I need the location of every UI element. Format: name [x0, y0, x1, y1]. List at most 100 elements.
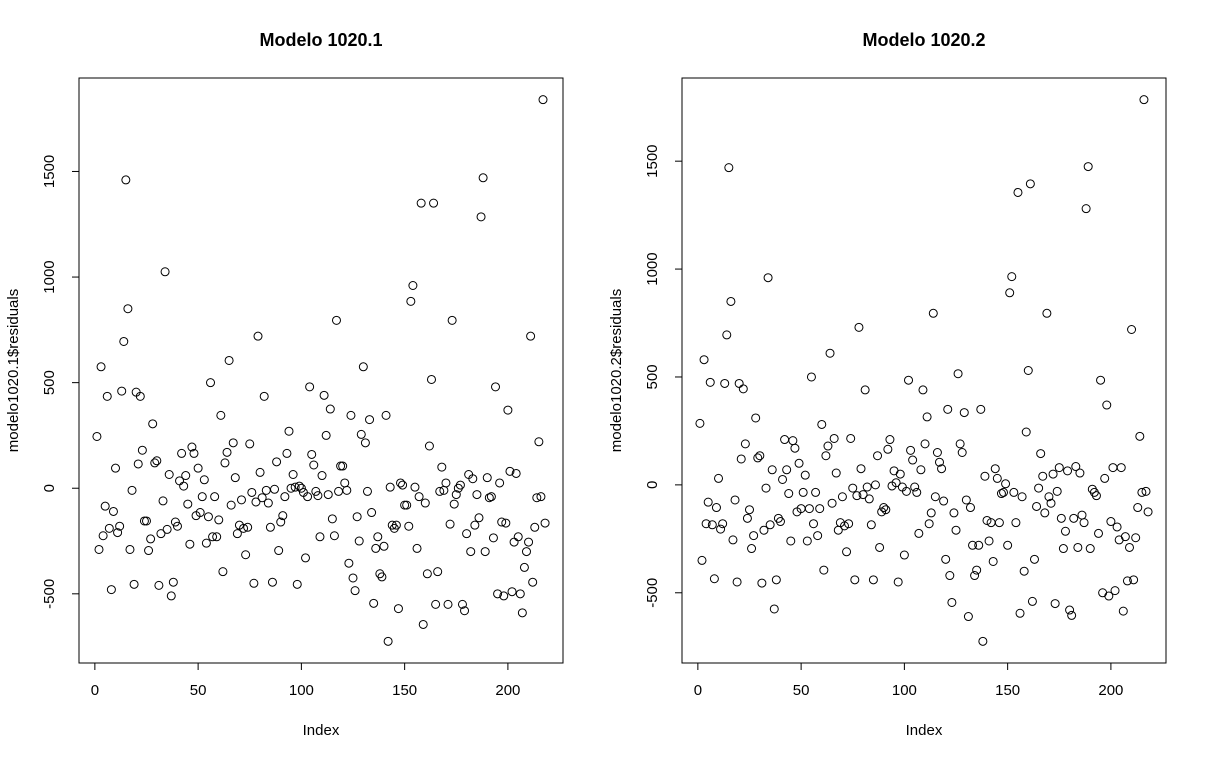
point: [854, 322, 864, 332]
point: [697, 555, 707, 565]
point: [371, 543, 381, 553]
point: [916, 465, 926, 475]
point: [1011, 518, 1021, 528]
point: [908, 455, 918, 465]
point: [794, 458, 804, 468]
point: [348, 573, 358, 583]
point: [852, 491, 862, 501]
point: [497, 517, 507, 527]
point: [788, 436, 798, 446]
point: [858, 490, 868, 500]
point: [424, 441, 434, 451]
point: [429, 198, 439, 208]
point: [821, 451, 831, 461]
point: [274, 546, 284, 556]
point: [292, 579, 302, 589]
point: [166, 591, 176, 601]
point: [1058, 544, 1068, 554]
x-tick-label: 50: [190, 682, 207, 699]
point: [321, 430, 331, 440]
y-tick-label: 1000: [644, 252, 661, 285]
point: [431, 599, 441, 609]
point: [1143, 507, 1153, 517]
point: [528, 577, 538, 587]
point: [303, 492, 313, 502]
point: [288, 470, 298, 480]
point: [705, 377, 715, 387]
point: [307, 449, 317, 459]
point: [148, 419, 158, 429]
plot-frame: [78, 77, 564, 664]
point: [963, 612, 973, 622]
point: [183, 499, 193, 509]
y-tick-label: -500: [41, 579, 58, 609]
point: [108, 506, 118, 516]
point: [1042, 308, 1052, 318]
point: [410, 482, 420, 492]
x-tick-label: 200: [495, 682, 520, 699]
point: [117, 386, 127, 396]
point: [457, 599, 467, 609]
point: [536, 492, 546, 502]
point: [172, 521, 182, 531]
point: [1073, 542, 1083, 552]
point: [162, 524, 172, 534]
point: [1108, 463, 1118, 473]
point: [445, 519, 455, 529]
point: [181, 471, 191, 481]
point: [699, 355, 709, 365]
point: [1112, 522, 1122, 532]
point: [379, 541, 389, 551]
point: [259, 391, 269, 401]
point: [121, 175, 131, 185]
point: [922, 412, 932, 422]
point: [199, 475, 209, 485]
point: [513, 532, 523, 542]
point: [895, 469, 905, 479]
point: [185, 539, 195, 549]
point: [798, 487, 808, 497]
point: [784, 489, 794, 499]
point: [718, 519, 728, 529]
point: [455, 480, 465, 490]
point: [949, 508, 959, 518]
y-axis-label: modelo1020.2$residuals: [608, 289, 625, 452]
point: [230, 473, 240, 483]
point: [152, 456, 162, 466]
point: [352, 512, 362, 522]
point: [404, 521, 414, 531]
point: [815, 504, 825, 514]
point: [412, 543, 422, 553]
point: [749, 531, 759, 541]
point: [767, 465, 777, 475]
point: [736, 454, 746, 464]
point: [189, 448, 199, 458]
point: [517, 608, 527, 618]
point: [742, 513, 752, 523]
point: [873, 451, 883, 461]
point: [350, 586, 360, 596]
point: [158, 496, 168, 506]
point: [296, 483, 306, 493]
point: [1124, 542, 1134, 552]
point: [416, 198, 426, 208]
point: [1075, 468, 1085, 478]
point: [472, 490, 482, 500]
point: [1085, 544, 1095, 554]
point: [418, 619, 428, 629]
point: [139, 516, 149, 526]
point: [344, 558, 354, 568]
point: [974, 540, 984, 550]
point: [331, 315, 341, 325]
point: [336, 461, 346, 471]
point: [426, 374, 436, 384]
point: [224, 355, 234, 365]
point: [976, 404, 986, 414]
point: [811, 487, 821, 497]
point: [243, 522, 253, 532]
point: [282, 448, 292, 458]
y-tick-label: 1000: [41, 260, 58, 293]
point: [164, 470, 174, 480]
